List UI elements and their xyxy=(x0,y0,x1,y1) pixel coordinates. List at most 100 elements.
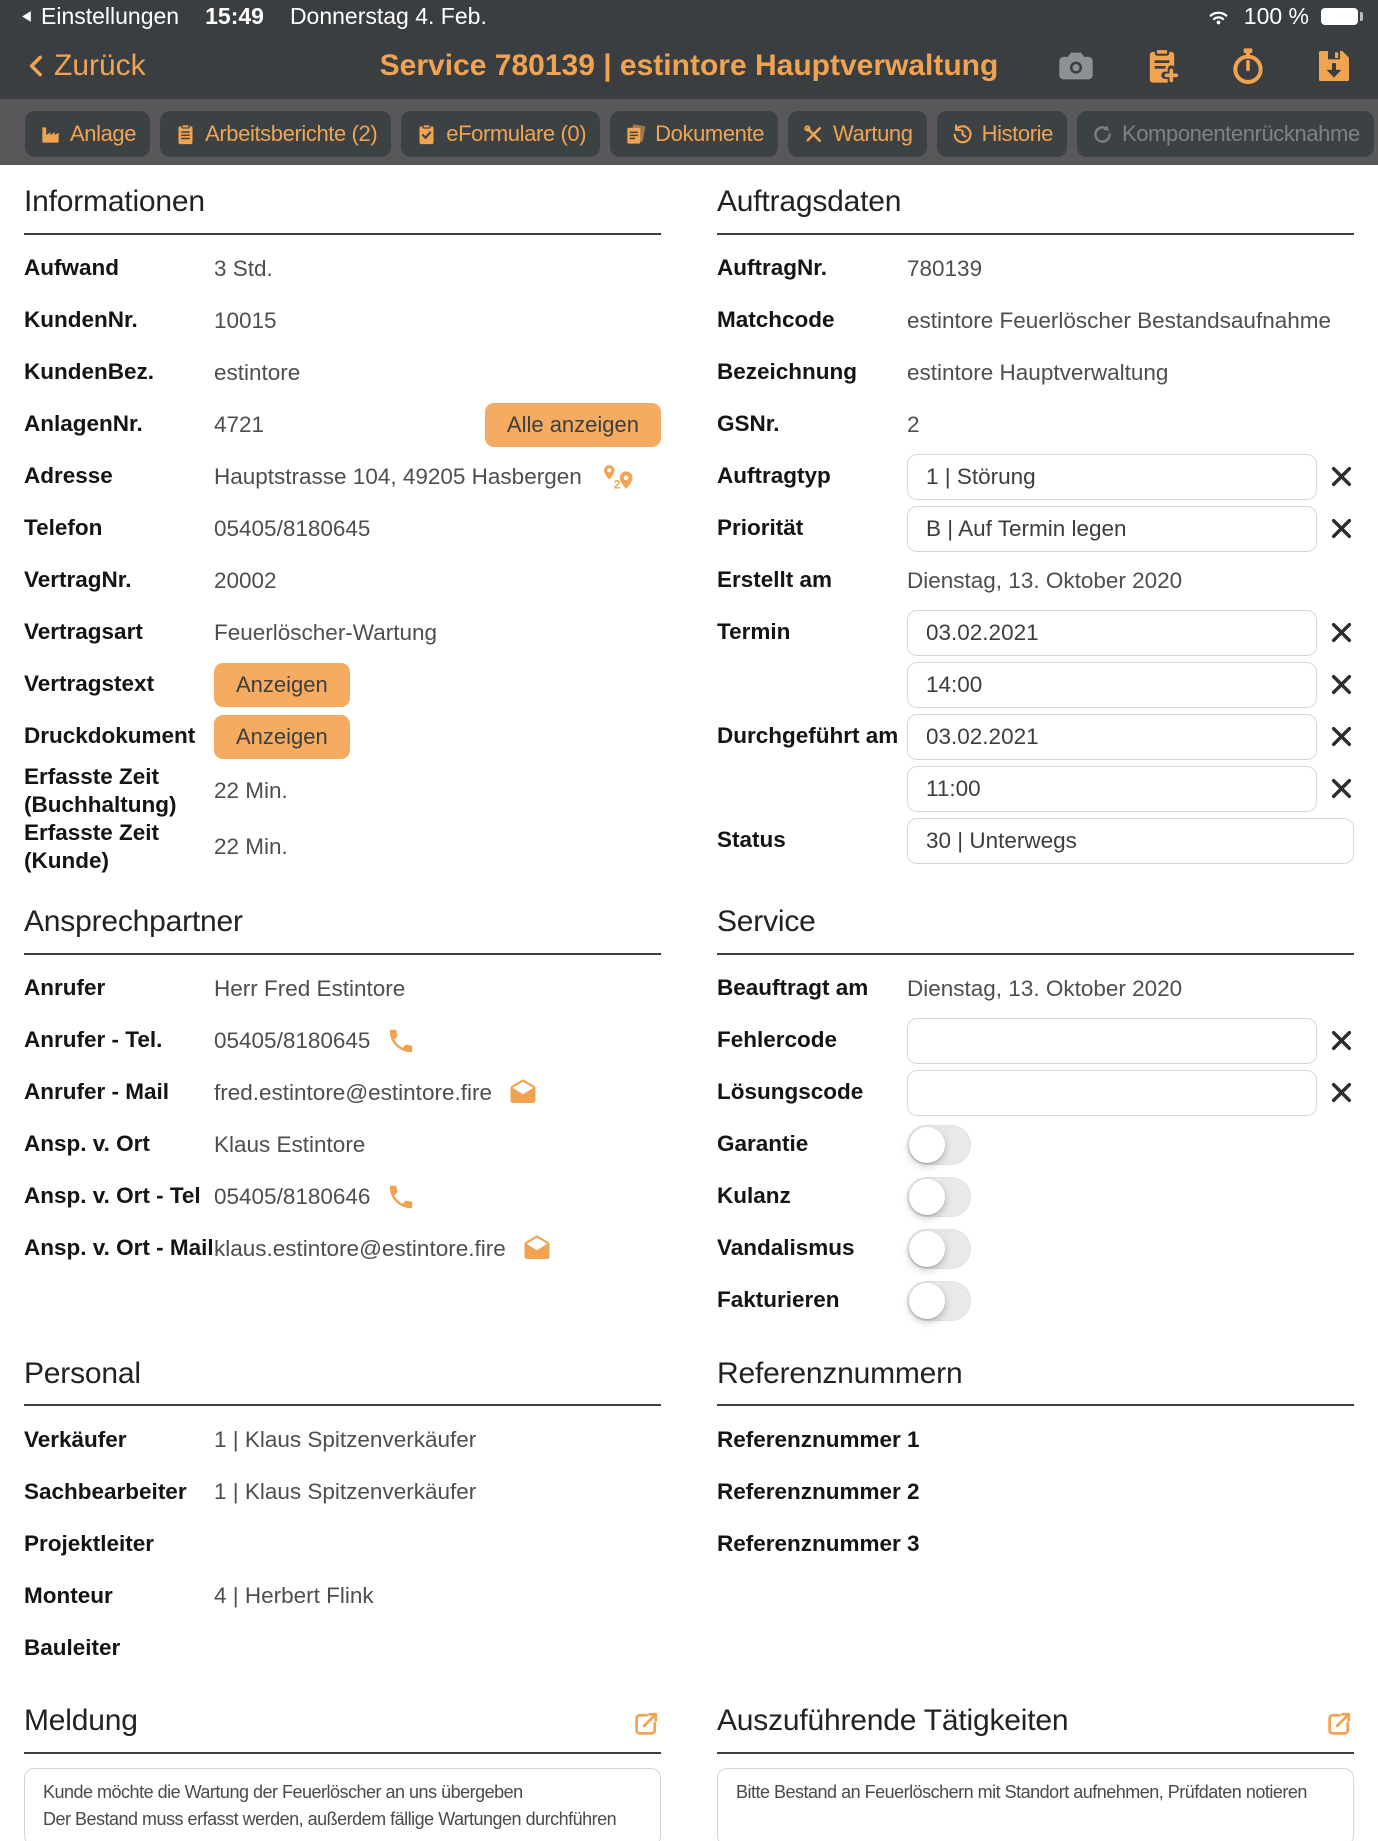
vandalismus-toggle[interactable] xyxy=(907,1228,971,1269)
tab-historie[interactable]: Historie xyxy=(936,111,1067,157)
row-bauleiter: Bauleiter xyxy=(24,1622,661,1674)
field-label: Anrufer xyxy=(24,975,106,1001)
clear-prioritaet-button[interactable] xyxy=(1328,515,1355,542)
camera-button[interactable] xyxy=(1056,46,1096,86)
mail-icon[interactable] xyxy=(508,1078,538,1108)
clipboard-check-icon xyxy=(415,123,438,146)
row-vertragsart: Vertragsart Feuerlöscher-Wartung xyxy=(24,607,661,659)
clear-durchgefuehrt-date-button[interactable] xyxy=(1328,723,1355,750)
section-personal: Personal Verkäufer 1 | Klaus Spitzenverkä… xyxy=(24,1357,661,1675)
clear-loesungscode-button[interactable] xyxy=(1328,1079,1355,1106)
x-icon xyxy=(1328,1027,1355,1054)
clear-termin-date-button[interactable] xyxy=(1328,619,1355,646)
battery-icon xyxy=(1321,8,1363,25)
clear-durchgefuehrt-time-button[interactable] xyxy=(1328,775,1355,802)
field-label: Vandalismus xyxy=(717,1235,855,1261)
field-value: estintore Feuerlöscher Bestandsaufnahme xyxy=(907,307,1331,333)
kulanz-toggle[interactable] xyxy=(907,1176,971,1217)
phone-icon[interactable] xyxy=(386,1182,416,1212)
mail-icon[interactable] xyxy=(522,1234,552,1264)
row-prioritaet: Priorität xyxy=(717,503,1354,555)
save-icon xyxy=(1314,46,1354,86)
field-label: Bezeichnung xyxy=(717,359,858,385)
meldung-textarea[interactable]: Kunde möchte die Wartung der Feuerlösche… xyxy=(24,1767,661,1841)
map-pin-2-icon[interactable] xyxy=(598,462,638,492)
tab-dokumente[interactable]: Dokumente xyxy=(610,111,779,157)
garantie-toggle[interactable] xyxy=(907,1124,971,1165)
section-title: Informationen xyxy=(24,185,205,218)
field-value: 780139 xyxy=(907,255,983,281)
tab-arbeitsberichte[interactable]: Arbeitsberichte (2) xyxy=(160,111,392,157)
tab-label: eFormulare (0) xyxy=(446,121,587,146)
section-meldung: Meldung Kunde möchte die Wartung der Feu… xyxy=(24,1704,661,1841)
form-content: Informationen Aufwand 3 Std. KundenNr. 100… xyxy=(0,165,1378,1841)
row-termin-zeit xyxy=(717,659,1354,711)
row-auftragnr: AuftragNr. 780139 xyxy=(717,243,1354,295)
taetigkeiten-textarea[interactable]: Bitte Bestand an Feuerlöschern mit Stand… xyxy=(717,1767,1354,1841)
field-value: 05405/8180645 xyxy=(214,515,371,541)
field-label: Garantie xyxy=(717,1131,809,1157)
row-referenznummer-2: Referenznummer 2 xyxy=(717,1466,1354,1518)
field-label: Bauleiter xyxy=(24,1634,121,1660)
tab-wartung[interactable]: Wartung xyxy=(788,111,927,157)
field-value: 05405/8180646 xyxy=(214,1183,371,1209)
durchgefuehrt-time-input[interactable] xyxy=(907,765,1317,812)
durchgefuehrt-date-input[interactable] xyxy=(907,713,1317,760)
field-label: Projektleiter xyxy=(24,1530,155,1556)
druckdokument-anzeigen-button[interactable]: Anzeigen xyxy=(214,714,350,759)
clear-fehlercode-button[interactable] xyxy=(1328,1027,1355,1054)
field-label: Erfasste Zeit (Kunde) xyxy=(24,819,160,873)
loesungscode-input[interactable] xyxy=(907,1069,1317,1116)
field-value: 10015 xyxy=(214,307,277,333)
status-input[interactable] xyxy=(907,817,1354,864)
field-label: Referenznummer 1 xyxy=(717,1426,920,1452)
row-ansp-v-ort: Ansp. v. Ort Klaus Estintore xyxy=(24,1119,661,1171)
row-anrufer-mail: Anrufer - Mail fred.estintore@estintore.… xyxy=(24,1067,661,1119)
fakturieren-toggle[interactable] xyxy=(907,1280,971,1321)
field-value: Hauptstrasse 104, 49205 Hasbergen xyxy=(214,463,582,489)
row-erstellt-am: Erstellt am Dienstag, 13. Oktober 2020 xyxy=(717,555,1354,607)
row-ansp-v-ort-mail: Ansp. v. Ort - Mail klaus.estintore@esti… xyxy=(24,1223,661,1275)
row-bezeichnung: Bezeichnung estintore Hauptverwaltung xyxy=(717,347,1354,399)
section-informationen: Informationen Aufwand 3 Std. KundenNr. 100… xyxy=(24,185,661,875)
row-beauftragt-am: Beauftragt am Dienstag, 13. Oktober 2020 xyxy=(717,963,1354,1015)
documents-icon xyxy=(624,123,647,146)
status-time: 15:49 xyxy=(205,3,264,29)
field-label: Anrufer - Tel. xyxy=(24,1027,163,1053)
row-sachbearbeiter: Sachbearbeiter 1 | Klaus Spitzenverkäufer xyxy=(24,1466,661,1518)
tab-anlage[interactable]: Anlage xyxy=(25,111,151,157)
field-label: Vertragstext xyxy=(24,671,155,697)
prioritaet-input[interactable] xyxy=(907,505,1317,552)
clear-termin-time-button[interactable] xyxy=(1328,671,1355,698)
edit-taetigkeiten-button[interactable] xyxy=(1324,1709,1354,1739)
termin-time-input[interactable] xyxy=(907,661,1317,708)
edit-meldung-button[interactable] xyxy=(631,1709,661,1739)
ios-status-bar: Einstellungen 15:49 Donnerstag 4. Feb. 1… xyxy=(0,0,1378,33)
back-to-app[interactable]: Einstellungen xyxy=(20,3,179,30)
clipboard-icon xyxy=(174,123,197,146)
clear-auftragtyp-button[interactable] xyxy=(1328,463,1355,490)
field-label: Fakturieren xyxy=(717,1287,840,1313)
row-termin-datum: Termin xyxy=(717,607,1354,659)
field-label: Anrufer - Mail xyxy=(24,1079,170,1105)
back-button[interactable]: Zurück xyxy=(24,49,146,83)
auftragtyp-input[interactable] xyxy=(907,453,1317,500)
history-icon xyxy=(951,123,974,146)
tab-eformulare[interactable]: eFormulare (0) xyxy=(401,111,601,157)
tab-label: Anlage xyxy=(70,121,137,146)
section-title: Personal xyxy=(24,1356,141,1390)
row-erfasste-zeit-kunde: Erfasste Zeit (Kunde) 22 Min. xyxy=(24,819,661,875)
stopwatch-button[interactable] xyxy=(1228,46,1268,86)
fehlercode-input[interactable] xyxy=(907,1017,1317,1064)
save-button[interactable] xyxy=(1314,46,1354,86)
field-value: 05405/8180645 xyxy=(214,1027,371,1053)
phone-icon[interactable] xyxy=(386,1026,416,1056)
x-icon xyxy=(1328,463,1355,490)
tab-label: Historie xyxy=(981,121,1054,146)
add-report-button[interactable] xyxy=(1142,46,1182,86)
tab-komponentenruecknahme: Komponentenrücknahme xyxy=(1076,111,1374,157)
vertragstext-anzeigen-button[interactable]: Anzeigen xyxy=(214,662,350,707)
alle-anzeigen-button[interactable]: Alle anzeigen xyxy=(484,402,661,447)
section-title: Service xyxy=(717,905,816,938)
termin-date-input[interactable] xyxy=(907,609,1317,656)
